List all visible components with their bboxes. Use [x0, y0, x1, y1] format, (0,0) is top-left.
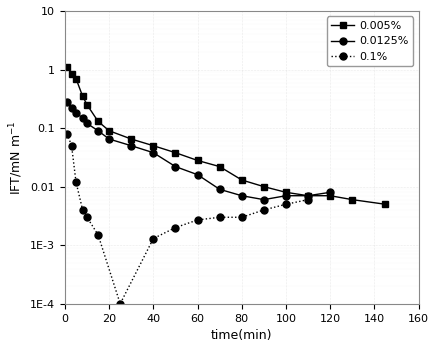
0.005% — [350, 198, 355, 202]
0.0125% — [73, 111, 78, 115]
0.0125% — [306, 194, 311, 198]
0.005% — [239, 178, 244, 182]
0.1% — [95, 233, 101, 237]
0.005% — [383, 202, 388, 206]
0.0125% — [327, 190, 333, 194]
0.0125% — [283, 194, 289, 198]
0.0125% — [95, 129, 101, 133]
0.0125% — [85, 121, 90, 126]
0.0125% — [80, 116, 85, 120]
0.1% — [65, 132, 70, 136]
0.005% — [95, 119, 101, 124]
0.005% — [261, 185, 266, 189]
Y-axis label: IFT/mN m$^{-1}$: IFT/mN m$^{-1}$ — [7, 120, 24, 195]
0.1% — [85, 215, 90, 220]
0.005% — [283, 190, 289, 194]
0.0125% — [173, 164, 178, 169]
0.1% — [239, 215, 244, 220]
0.005% — [217, 164, 222, 169]
0.1% — [80, 208, 85, 212]
0.1% — [69, 144, 74, 148]
0.0125% — [195, 173, 200, 177]
0.1% — [306, 198, 311, 202]
0.1% — [283, 202, 289, 206]
0.005% — [80, 94, 85, 98]
0.0125% — [151, 151, 156, 155]
X-axis label: time(min): time(min) — [211, 329, 272, 342]
0.005% — [195, 158, 200, 163]
Line: 0.0125%: 0.0125% — [64, 98, 334, 203]
0.0125% — [106, 137, 112, 141]
0.005% — [327, 194, 333, 198]
0.1% — [151, 236, 156, 240]
0.1% — [195, 218, 200, 222]
0.0125% — [65, 100, 70, 104]
0.1% — [261, 208, 266, 212]
Legend: 0.005%, 0.0125%, 0.1%: 0.005%, 0.0125%, 0.1% — [327, 16, 413, 67]
0.0125% — [69, 106, 74, 110]
0.005% — [69, 72, 74, 76]
0.1% — [173, 225, 178, 230]
0.0125% — [129, 144, 134, 148]
0.005% — [106, 129, 112, 133]
0.1% — [118, 302, 123, 306]
Line: 0.005%: 0.005% — [65, 64, 388, 207]
0.0125% — [217, 187, 222, 191]
0.1% — [217, 215, 222, 220]
0.0125% — [261, 198, 266, 202]
0.1% — [73, 180, 78, 184]
0.0125% — [239, 194, 244, 198]
0.005% — [65, 65, 70, 69]
0.005% — [173, 151, 178, 155]
0.005% — [129, 137, 134, 141]
0.005% — [306, 194, 311, 198]
0.005% — [73, 76, 78, 81]
0.005% — [85, 103, 90, 107]
Line: 0.1%: 0.1% — [64, 130, 312, 307]
0.005% — [151, 144, 156, 148]
